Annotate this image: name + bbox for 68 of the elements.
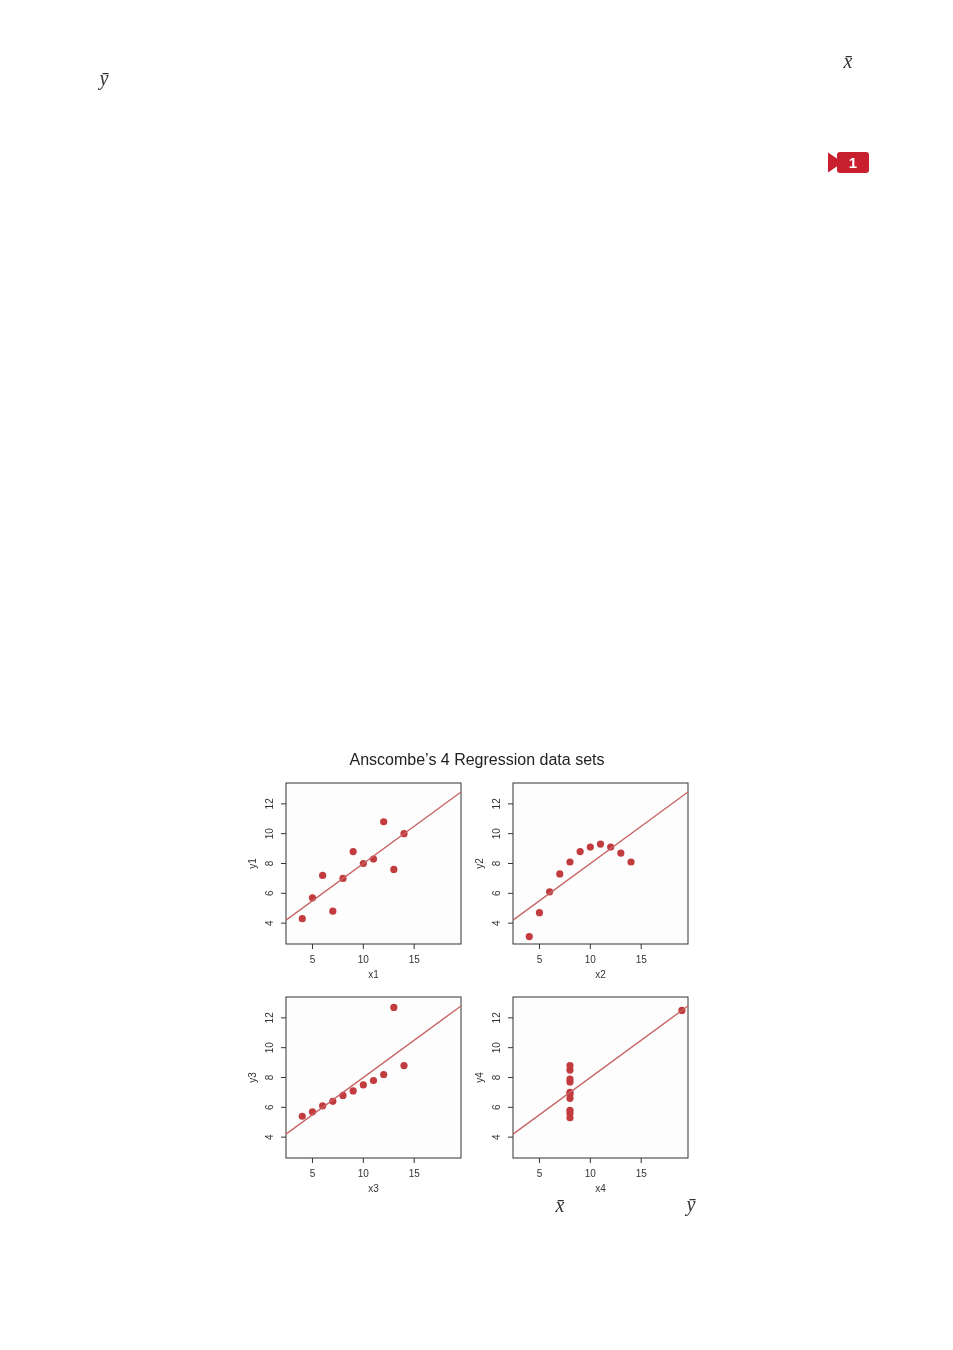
point	[298, 1112, 306, 1120]
x-axis-title: x2	[595, 969, 607, 980]
point	[329, 907, 337, 915]
y-tick-label: 12	[491, 1011, 502, 1024]
point	[525, 932, 533, 941]
x-tick-label: 15	[408, 1168, 421, 1179]
point	[369, 1076, 378, 1085]
x-tick-label: 5	[536, 1168, 543, 1179]
point	[380, 1070, 388, 1079]
text: x̄	[554, 1194, 565, 1216]
x-tick-label: 15	[408, 954, 421, 965]
y-tick-label: 4	[491, 919, 502, 926]
x-tick-label: 5	[309, 954, 316, 965]
point	[319, 871, 327, 880]
y-axis-title: y2	[474, 857, 485, 869]
point	[627, 858, 635, 866]
point	[400, 1061, 408, 1070]
x-tick-label: 5	[536, 954, 543, 965]
y-tick-label: 6	[264, 1104, 275, 1111]
y-axis-title: y3	[247, 1071, 258, 1083]
x-tick-label: 10	[584, 954, 597, 965]
point	[359, 1081, 367, 1089]
y-tick-label: 12	[264, 1011, 275, 1024]
y-tick-label: 12	[491, 797, 502, 810]
text: ȳ	[97, 67, 110, 90]
y-tick-label: 10	[491, 827, 502, 840]
text: 1	[848, 154, 858, 171]
point	[586, 843, 594, 851]
y-tick-label: 10	[264, 827, 275, 840]
y-tick-label: 6	[264, 890, 275, 897]
text: x̄	[842, 50, 853, 72]
y-tick-label: 8	[491, 860, 502, 867]
x-tick-label: 10	[357, 954, 370, 965]
y-tick-label: 4	[491, 1133, 502, 1140]
y-tick-label: 4	[264, 1133, 275, 1140]
point	[617, 849, 625, 857]
x-tick-label: 10	[357, 1168, 370, 1179]
y-tick-label: 6	[491, 890, 502, 897]
x-tick-label: 15	[635, 954, 648, 965]
chart-title: Anscombe’s 4 Regression data sets	[349, 751, 605, 768]
y-axis-title: y4	[474, 1071, 485, 1083]
point	[349, 847, 357, 856]
point	[349, 1087, 357, 1095]
y-tick-label: 6	[491, 1104, 502, 1111]
point	[390, 865, 398, 874]
y-tick-label: 8	[264, 1074, 275, 1081]
x-axis-title: x4	[595, 1183, 607, 1194]
y-tick-label: 8	[264, 860, 275, 867]
y-tick-label: 10	[491, 1041, 502, 1054]
y-tick-label: 8	[491, 1074, 502, 1081]
point	[576, 847, 584, 856]
point	[390, 1003, 398, 1012]
point	[596, 840, 605, 848]
x-tick-label: 15	[635, 1168, 648, 1179]
x-axis-title: x1	[368, 969, 380, 980]
point	[298, 915, 306, 923]
text: ȳ	[684, 1193, 697, 1216]
y-tick-label: 10	[264, 1041, 275, 1054]
point	[380, 818, 388, 826]
point	[535, 909, 544, 917]
y-tick-label: 4	[264, 919, 275, 926]
point	[556, 870, 564, 878]
x-tick-label: 5	[309, 1168, 316, 1179]
y-axis-title: y1	[247, 857, 258, 869]
x-axis-title: x3	[368, 1183, 380, 1194]
x-tick-label: 10	[584, 1168, 597, 1179]
y-tick-label: 12	[264, 797, 275, 810]
point	[566, 858, 574, 866]
